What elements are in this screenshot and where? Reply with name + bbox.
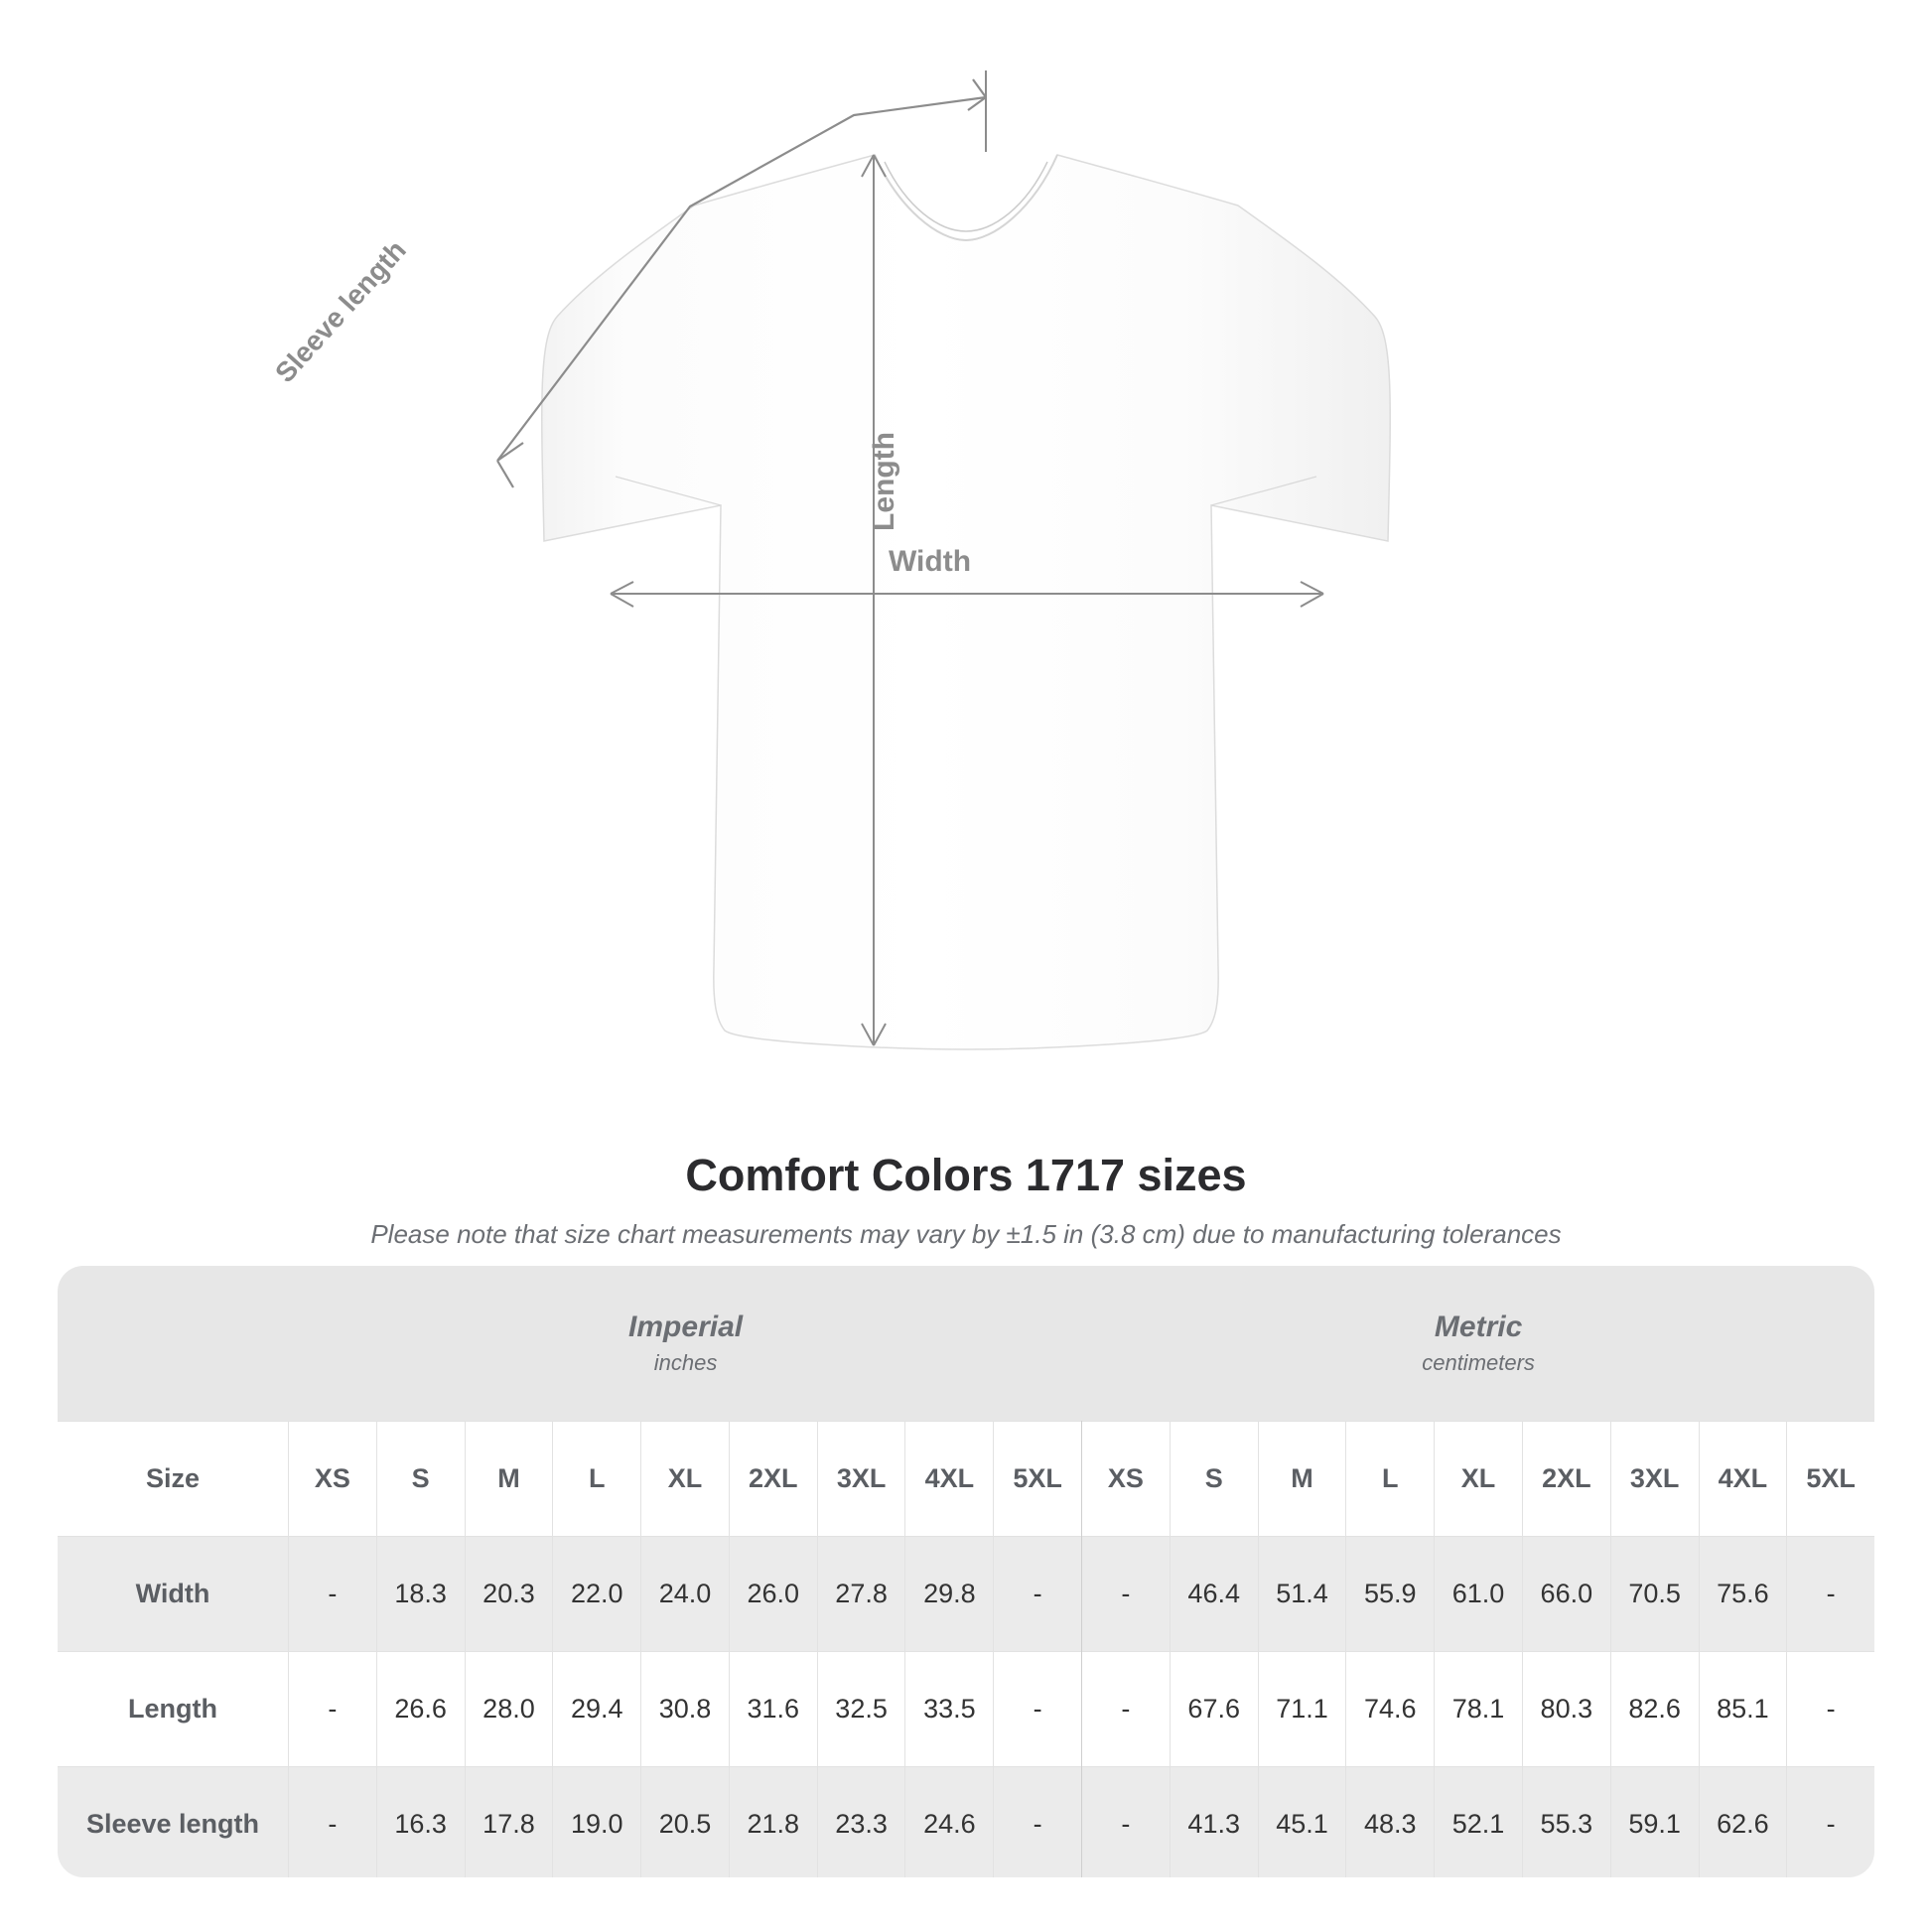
svg-text:Length: Length: [868, 432, 900, 531]
svg-text:Sleeve length: Sleeve length: [269, 234, 412, 388]
svg-text:Width: Width: [889, 545, 971, 578]
